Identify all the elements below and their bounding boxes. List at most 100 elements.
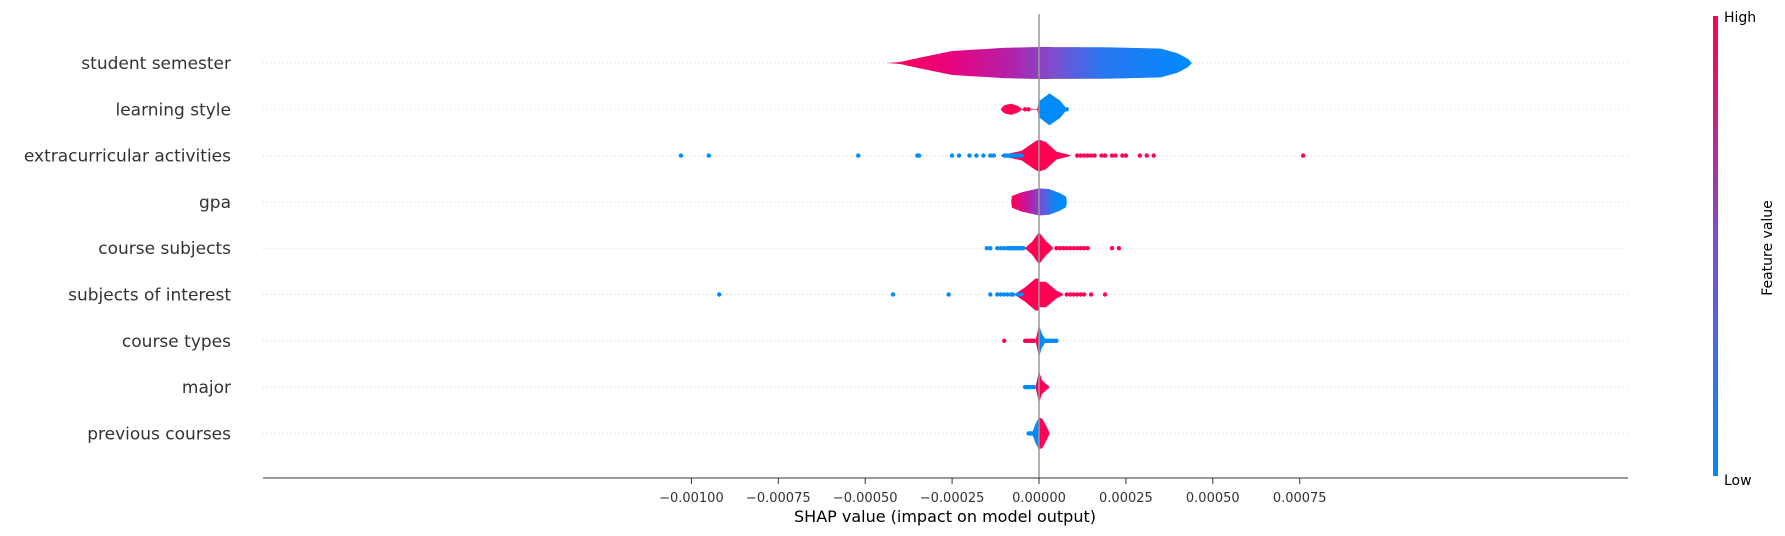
violin-subjects-of-interest-left <box>1014 278 1039 311</box>
point-course-subjects-23 <box>1081 246 1087 251</box>
violin-extracurricular-activities-right <box>1038 139 1071 172</box>
point-subjects-of-interest-5 <box>998 292 1003 297</box>
point-course-subjects-26 <box>1116 246 1122 251</box>
x-tick-label: −0.00050 <box>833 491 898 506</box>
x-axis-ticks: −0.00100 −0.00075 −0.00050 −0.00025 0.00000 0… <box>659 478 1327 506</box>
point-learning-style-1 <box>1026 107 1031 112</box>
x-tick-label: 0.00025 <box>1099 491 1153 506</box>
point-course-subjects-4 <box>1002 246 1007 251</box>
x-tick-label: −0.00025 <box>920 491 985 506</box>
feature-labels: student semester learning style extracurri… <box>24 54 231 444</box>
point-subjects-of-interest-2 <box>946 292 951 297</box>
point-subjects-of-interest-9 <box>1010 292 1016 297</box>
point-course-subjects-16 <box>1057 246 1063 251</box>
point-extracurricular-activities-0 <box>678 153 684 158</box>
point-course-types-6 <box>1031 338 1036 343</box>
feature-label-student-semester: student semester <box>81 54 231 74</box>
violin-major-left <box>1035 371 1039 403</box>
point-subjects-of-interest-17 <box>1081 292 1087 297</box>
x-axis-title: SHAP value (impact on model output) <box>794 507 1096 526</box>
point-subjects-of-interest-12 <box>1064 292 1070 297</box>
row-gridlines <box>263 62 1628 434</box>
point-subjects-of-interest-1 <box>890 292 896 297</box>
point-course-subjects-2 <box>995 246 1000 251</box>
violin-major-right <box>1038 371 1050 403</box>
feature-label-course-types: course types <box>122 332 231 352</box>
violin-course-types-left <box>1035 325 1039 357</box>
violin-learning-style-right <box>1038 93 1067 126</box>
point-course-types-13 <box>1054 338 1059 343</box>
point-course-subjects-19 <box>1068 246 1073 251</box>
point-course-subjects-0 <box>984 246 990 251</box>
point-learning-style-2 <box>1064 107 1070 112</box>
point-course-subjects-25 <box>1109 246 1115 251</box>
feature-label-course-subjects: course subjects <box>98 239 231 259</box>
point-extracurricular-activities-34 <box>1123 153 1129 158</box>
violin-course-subjects-right <box>1038 232 1053 265</box>
x-tick-label: −0.00100 <box>659 491 724 506</box>
point-extracurricular-activities-29 <box>1099 153 1104 158</box>
violin-learning-style-left <box>1000 103 1039 116</box>
point-course-subjects-20 <box>1071 246 1076 251</box>
feature-label-previous-courses: previous courses <box>87 424 231 444</box>
point-extracurricular-activities-25 <box>1081 153 1087 158</box>
colorbar-high-label: High <box>1724 10 1756 26</box>
point-extracurricular-activities-9 <box>981 153 986 158</box>
point-course-subjects-15 <box>1054 246 1059 251</box>
point-course-types-0 <box>1002 338 1007 343</box>
point-subjects-of-interest-0 <box>717 292 722 297</box>
point-subjects-of-interest-10 <box>1015 292 1021 297</box>
point-subjects-of-interest-3 <box>988 292 993 297</box>
x-tick-label: 0.00050 <box>1186 491 1240 506</box>
point-extracurricular-activities-2 <box>856 153 861 158</box>
point-course-subjects-21 <box>1075 246 1080 251</box>
point-course-subjects-1 <box>988 246 993 251</box>
point-subjects-of-interest-19 <box>1102 292 1108 297</box>
point-course-subjects-22 <box>1078 246 1083 251</box>
point-extracurricular-activities-38 <box>1300 153 1306 158</box>
point-extracurricular-activities-37 <box>1151 153 1156 158</box>
point-extracurricular-activities-36 <box>1144 153 1149 158</box>
point-extracurricular-activities-10 <box>988 153 993 158</box>
point-previous-courses-2 <box>1029 431 1035 436</box>
point-extracurricular-activities-32 <box>1113 153 1118 158</box>
point-major-5 <box>1031 384 1036 390</box>
point-extracurricular-activities-8 <box>974 153 979 158</box>
point-extracurricular-activities-22 <box>1019 153 1024 158</box>
feature-label-gpa: gpa <box>199 193 231 213</box>
violin-previous-courses-left <box>1032 417 1039 450</box>
point-extracurricular-activities-1 <box>706 153 711 158</box>
colorbar <box>1713 16 1718 476</box>
point-course-subjects-18 <box>1064 246 1070 251</box>
colorbar-low-label: Low <box>1724 473 1752 489</box>
violin-subjects-of-interest-right <box>1038 281 1064 308</box>
feature-label-learning-style: learning style <box>115 100 231 120</box>
violin-previous-courses-right <box>1038 417 1050 450</box>
scatter-point-layer <box>678 107 1306 436</box>
point-extracurricular-activities-30 <box>1102 153 1108 158</box>
point-subjects-of-interest-16 <box>1078 292 1083 297</box>
point-course-subjects-24 <box>1085 246 1090 251</box>
point-extracurricular-activities-4 <box>916 153 922 158</box>
point-extracurricular-activities-5 <box>949 153 955 158</box>
point-extracurricular-activities-35 <box>1137 153 1143 158</box>
point-extracurricular-activities-23 <box>1075 153 1080 158</box>
point-learning-style-0 <box>1022 107 1028 112</box>
point-subjects-of-interest-18 <box>1088 292 1094 297</box>
point-subjects-of-interest-11 <box>1019 292 1024 297</box>
point-extracurricular-activities-24 <box>1078 153 1083 158</box>
feature-label-major: major <box>182 378 231 398</box>
point-subjects-of-interest-6 <box>1002 292 1007 297</box>
point-course-subjects-14 <box>1021 246 1026 251</box>
point-extracurricular-activities-11 <box>991 153 997 158</box>
point-subjects-of-interest-4 <box>995 292 1000 297</box>
point-extracurricular-activities-31 <box>1109 153 1115 158</box>
point-extracurricular-activities-7 <box>967 153 972 158</box>
point-subjects-of-interest-14 <box>1071 292 1076 297</box>
point-subjects-of-interest-7 <box>1005 292 1010 297</box>
colorbar-title: Feature value <box>1760 200 1776 296</box>
violin-course-subjects-left <box>1025 232 1039 264</box>
feature-label-extracurricular-activities: extracurricular activities <box>24 147 231 167</box>
